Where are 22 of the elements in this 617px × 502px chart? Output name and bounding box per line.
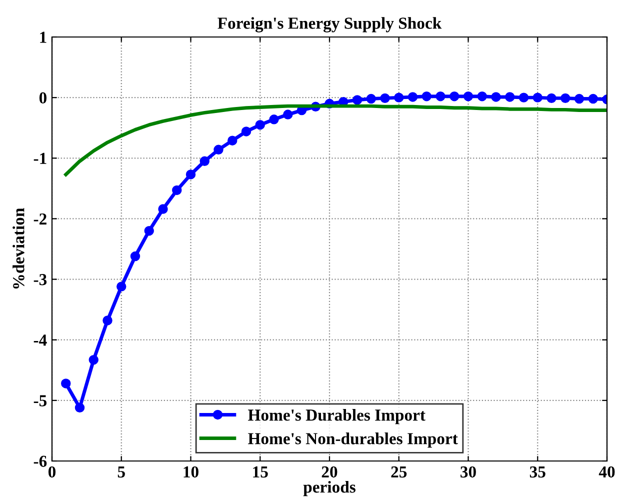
x-tick-label: 20 — [322, 466, 338, 478]
x-tick-label: 5 — [118, 466, 125, 478]
y-tick-label: 1 — [40, 32, 46, 43]
chart-title: Foreign's Energy Supply Shock — [218, 17, 442, 32]
y-tick-label: 0 — [39, 92, 47, 104]
legend-label: Home's Non-durables Import — [248, 432, 458, 448]
x-tick-label: 15 — [253, 466, 268, 478]
x-tick-label: 10 — [184, 466, 198, 478]
y-tick-label: -6 — [34, 456, 47, 467]
y-tick-label: -4 — [34, 334, 47, 346]
y-tick-label: -2 — [34, 213, 46, 224]
y-tick-label: -1 — [34, 152, 46, 164]
y-axis-title: %deviation — [12, 208, 24, 288]
x-tick-label: 0 — [48, 466, 56, 478]
y-tick-label: -5 — [34, 395, 47, 406]
x-tick-label: 40 — [598, 466, 615, 478]
x-tick-label: 35 — [530, 466, 546, 478]
x-tick-label: 30 — [460, 466, 476, 478]
x-tick-label: 25 — [391, 466, 407, 478]
x-axis-title: periods — [303, 480, 356, 496]
legend-label: Home's Durables Import — [248, 409, 426, 424]
y-tick-label: -3 — [34, 274, 47, 286]
